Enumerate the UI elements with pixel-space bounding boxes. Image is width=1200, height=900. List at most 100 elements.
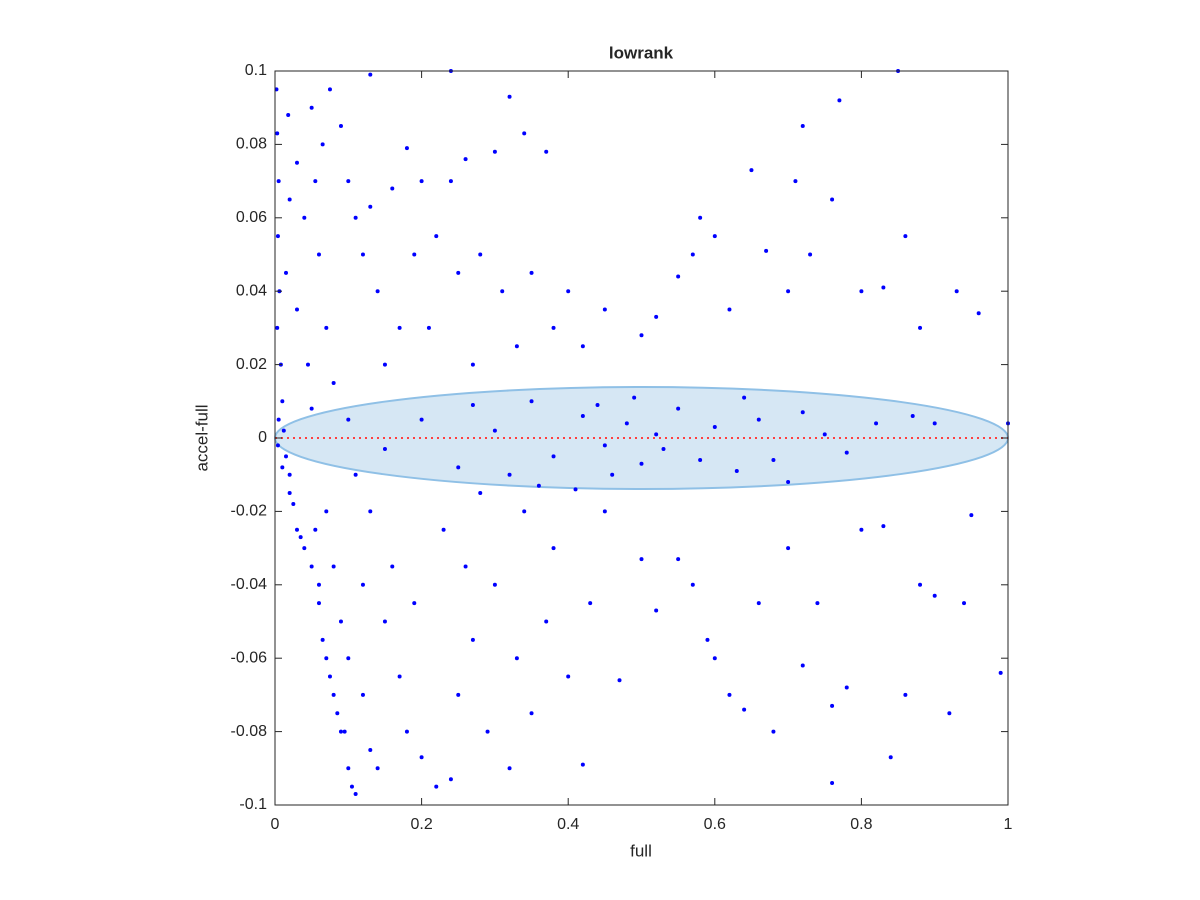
point [286, 113, 291, 118]
chart-title: lowrank [609, 43, 674, 62]
y-tick-label: 0.1 [245, 62, 267, 79]
point [456, 270, 461, 275]
point [522, 509, 527, 514]
point [456, 465, 461, 470]
point [529, 711, 534, 716]
point [275, 131, 280, 136]
point [800, 124, 805, 129]
point [632, 395, 637, 400]
point [529, 399, 534, 404]
point [287, 197, 292, 202]
point [786, 480, 791, 485]
point [654, 432, 659, 437]
point [822, 432, 827, 437]
point [305, 362, 310, 367]
point [676, 406, 681, 411]
point [800, 410, 805, 415]
point [830, 197, 835, 202]
point [342, 729, 347, 734]
point [954, 289, 959, 294]
x-tick-label: 0.2 [410, 816, 432, 833]
point [998, 670, 1003, 675]
point [485, 729, 490, 734]
point [969, 513, 974, 518]
point [544, 619, 549, 624]
point [294, 307, 299, 312]
point [281, 428, 286, 433]
point [712, 424, 717, 429]
y-tick-label: -0.02 [231, 503, 268, 520]
point [283, 454, 288, 459]
point [346, 179, 351, 184]
point [331, 380, 336, 385]
point [742, 707, 747, 712]
point [302, 215, 307, 220]
point [580, 413, 585, 418]
point [320, 637, 325, 642]
y-tick-label: -0.08 [231, 723, 268, 740]
point [705, 637, 710, 642]
point [346, 417, 351, 422]
point [313, 179, 318, 184]
point [419, 755, 424, 760]
point [320, 142, 325, 147]
point [412, 252, 417, 257]
point [478, 491, 483, 496]
y-tick-label: 0.06 [236, 209, 267, 226]
point [463, 157, 468, 162]
point [375, 289, 380, 294]
point [661, 447, 666, 452]
y-tick-label: -0.04 [231, 576, 268, 593]
point [639, 461, 644, 466]
point [368, 747, 373, 752]
y-tick-label: 0 [258, 429, 267, 446]
point [698, 215, 703, 220]
point [742, 395, 747, 400]
point [456, 692, 461, 697]
point [338, 124, 343, 129]
point [390, 186, 395, 191]
point [463, 564, 468, 569]
point [844, 450, 849, 455]
point [368, 204, 373, 209]
point [360, 692, 365, 697]
x-axis-label: full [630, 841, 652, 860]
point [492, 428, 497, 433]
point [419, 179, 424, 184]
point [881, 524, 886, 529]
point [397, 325, 402, 330]
point [470, 362, 475, 367]
point [690, 582, 695, 587]
point [808, 252, 813, 257]
x-tick-label: 0 [271, 816, 280, 833]
point [390, 564, 395, 569]
point [617, 678, 622, 683]
point [302, 546, 307, 551]
y-tick-label: -0.1 [239, 796, 267, 813]
point [448, 179, 453, 184]
point [514, 344, 519, 349]
point [771, 458, 776, 463]
point [595, 402, 600, 407]
x-tick-label: 0.4 [557, 816, 579, 833]
point [353, 472, 358, 477]
point [903, 234, 908, 239]
point [294, 527, 299, 532]
point [275, 234, 280, 239]
point [397, 674, 402, 679]
point [588, 601, 593, 606]
point [654, 608, 659, 613]
point [280, 399, 285, 404]
point [353, 215, 358, 220]
point [859, 527, 864, 532]
y-tick-label: 0.08 [236, 136, 267, 153]
point [712, 656, 717, 661]
point [500, 289, 505, 294]
point [786, 546, 791, 551]
point [382, 619, 387, 624]
point [771, 729, 776, 734]
point [551, 546, 556, 551]
x-tick-label: 1 [1004, 816, 1013, 833]
point [536, 483, 541, 488]
point [676, 557, 681, 562]
